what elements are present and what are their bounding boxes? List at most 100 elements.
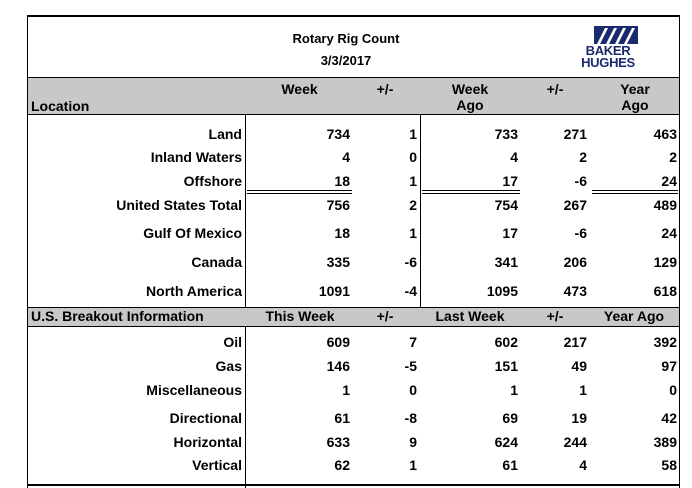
column-divider	[245, 115, 246, 307]
year-ago-header-line1: Year	[620, 81, 650, 97]
row-label: Canada	[191, 254, 242, 270]
week-ago-value: 733	[494, 126, 518, 142]
table-frame	[27, 15, 680, 488]
row-label: Offshore	[183, 173, 242, 189]
location-header-band	[28, 77, 679, 115]
change-value-2: 206	[563, 254, 587, 270]
last-week-header: Last Week	[435, 308, 505, 324]
week-ago-value: 602	[494, 334, 518, 350]
location-header-label: Location	[31, 98, 90, 114]
column-divider	[245, 327, 246, 488]
change-value-2: 1	[579, 382, 587, 398]
change-value-2: 4	[579, 457, 587, 473]
change-value: -4	[404, 283, 417, 299]
year-ago-value: 97	[661, 358, 677, 374]
year-ago-value: 2	[669, 149, 677, 165]
change-value: -8	[404, 410, 417, 426]
week-ago-value: 341	[494, 254, 518, 270]
week-ago-value: 151	[494, 358, 518, 374]
report-date: 3/3/2017	[320, 53, 372, 68]
change-value: 9	[409, 434, 417, 450]
week-value: 1	[342, 382, 350, 398]
subtotal-rule	[247, 190, 352, 194]
change-value: 1	[409, 173, 417, 189]
week-ago-header-line1: Week	[451, 81, 489, 97]
change-value-2: 49	[571, 358, 587, 374]
week-ago-value: 17	[502, 173, 518, 189]
row-label: Oil	[223, 334, 242, 350]
subtotal-rule	[422, 190, 520, 194]
breakout-header-band	[28, 307, 679, 327]
change-value-2: -6	[574, 225, 587, 241]
change-value-2: 267	[563, 197, 587, 213]
week-column-header: Week	[281, 81, 318, 97]
row-label: Gulf Of Mexico	[143, 225, 242, 241]
breakout-change-header-2: +/-	[546, 308, 564, 324]
week-ago-value: 61	[502, 457, 518, 473]
change-value-2: 244	[563, 434, 587, 450]
change-value: 1	[409, 225, 417, 241]
change-value-2: 473	[563, 283, 587, 299]
change-value: -6	[404, 254, 417, 270]
year-ago-value: 24	[661, 225, 677, 241]
year-ago-value: 489	[653, 197, 677, 213]
year-ago-value: 24	[661, 173, 677, 189]
week-value: 609	[326, 334, 350, 350]
change-value: 1	[409, 126, 417, 142]
year-ago-value: 0	[669, 382, 677, 398]
breakout-change-header: +/-	[376, 308, 394, 324]
year-ago-value: 618	[653, 283, 677, 299]
week-value: 18	[334, 173, 350, 189]
logo-text-hughes: HUGHES	[581, 55, 635, 70]
week-value: 335	[326, 254, 350, 270]
this-week-header: This Week	[265, 308, 335, 324]
logo-text-baker: BAKER	[585, 43, 631, 58]
change-column-header-2: +/-	[546, 81, 564, 97]
change-value: 2	[409, 197, 417, 213]
change-value-2: 2	[579, 149, 587, 165]
week-value: 4	[342, 149, 350, 165]
week-value: 633	[326, 434, 350, 450]
year-ago-value: 392	[653, 334, 677, 350]
row-label: Gas	[215, 358, 242, 374]
week-value: 1091	[318, 283, 350, 299]
week-value: 146	[326, 358, 350, 374]
breakout-header-label: U.S. Breakout Information	[31, 308, 204, 324]
week-value: 734	[326, 126, 350, 142]
week-ago-value: 4	[510, 149, 518, 165]
row-label: Directional	[169, 410, 242, 426]
change-value: 0	[409, 382, 417, 398]
year-ago-value: 129	[653, 254, 677, 270]
row-label: United States Total	[116, 197, 242, 213]
change-value: 1	[409, 457, 417, 473]
week-ago-value: 69	[502, 410, 518, 426]
week-ago-value: 624	[494, 434, 518, 450]
change-value: 0	[409, 149, 417, 165]
baker-hughes-logo	[594, 26, 638, 44]
year-ago-header-line2: Ago	[621, 97, 649, 113]
change-value-2: 271	[563, 126, 587, 142]
breakout-year-ago-header: Year Ago	[603, 308, 665, 324]
week-value: 61	[334, 410, 350, 426]
week-ago-value: 17	[502, 225, 518, 241]
week-ago-value: 1	[510, 382, 518, 398]
column-divider	[420, 115, 421, 307]
week-ago-header-line2: Ago	[456, 97, 484, 113]
change-value-2: 19	[571, 410, 587, 426]
year-ago-value: 42	[661, 410, 677, 426]
page-title: Rotary Rig Count	[292, 31, 400, 46]
change-value-2: -6	[574, 173, 587, 189]
week-ago-value: 754	[494, 197, 518, 213]
row-label: Horizontal	[173, 434, 242, 450]
year-ago-value: 58	[661, 457, 677, 473]
row-label: Vertical	[192, 457, 242, 473]
change-value-2: 217	[563, 334, 587, 350]
week-ago-value: 1095	[486, 283, 518, 299]
row-label: Inland Waters	[150, 149, 242, 165]
subtotal-rule	[592, 190, 678, 194]
row-label: Land	[208, 126, 242, 142]
change-value: -5	[404, 358, 417, 374]
row-label: Miscellaneous	[146, 382, 242, 398]
year-ago-value: 463	[653, 126, 677, 142]
week-value: 18	[334, 225, 350, 241]
